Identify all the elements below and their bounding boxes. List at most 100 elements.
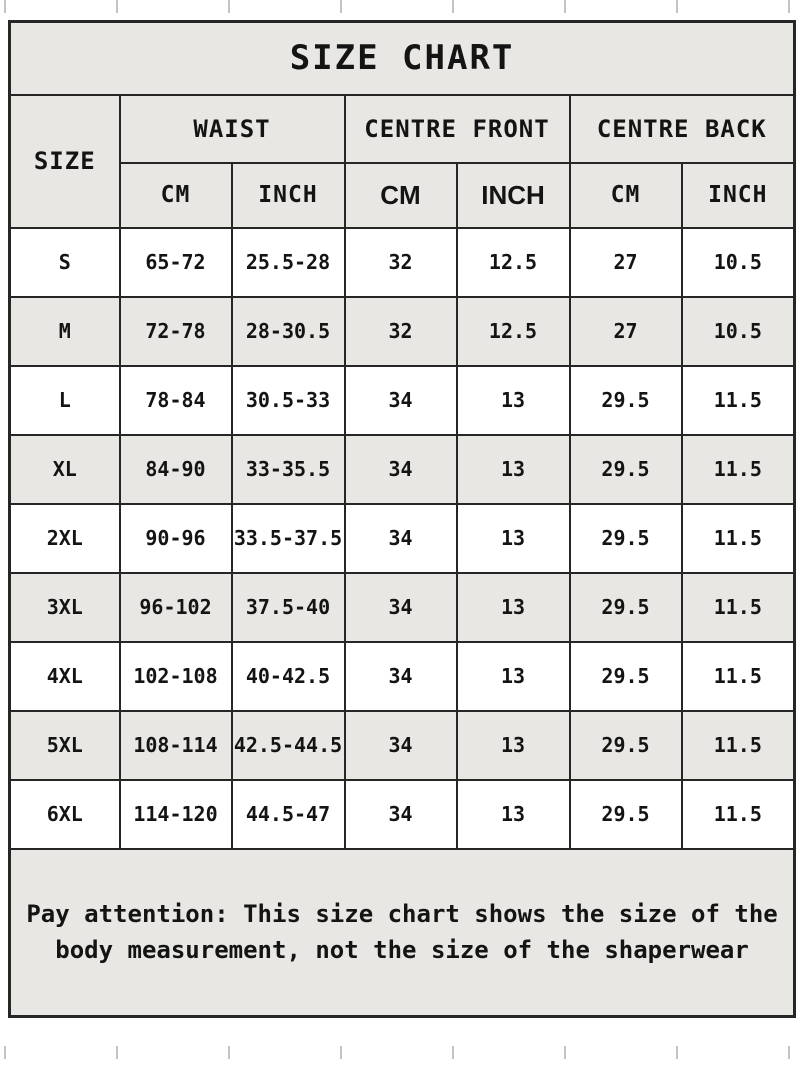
grid-tick (452, 1046, 454, 1059)
table-row-5xl: 5XL 108-114 42.5-44.5 34 13 29.5 11.5 (8, 709, 796, 781)
centre-back-inch-value: 11.5 (680, 502, 796, 574)
table-row-xl: XL 84-90 33-35.5 34 13 29.5 11.5 (8, 433, 796, 505)
waist-cm-value: 102-108 (118, 640, 233, 712)
waist-inch-value: 40-42.5 (230, 640, 346, 712)
waist-inch-value: 28-30.5 (230, 295, 346, 367)
column-header-size: SIZE (8, 93, 121, 229)
centre-back-cm-value: 29.5 (568, 502, 683, 574)
grid-tick (4, 1046, 6, 1059)
centre-back-inch-value: 10.5 (680, 295, 796, 367)
centre-back-inch-value: 11.5 (680, 640, 796, 712)
centre-front-inch-value: 12.5 (455, 295, 571, 367)
column-header-centre-front-cm: CM (343, 161, 458, 229)
centre-front-cm-value: 34 (343, 433, 458, 505)
column-group-waist: WAIST (118, 93, 346, 164)
centre-front-cm-value: 34 (343, 502, 458, 574)
centre-back-cm-value: 29.5 (568, 571, 683, 643)
centre-front-inch-value: 13 (455, 640, 571, 712)
grid-tick (228, 1046, 230, 1059)
waist-cm-value: 114-120 (118, 778, 233, 850)
page-title: SIZE CHART (8, 20, 796, 96)
centre-back-inch-value: 11.5 (680, 571, 796, 643)
grid-tick (340, 0, 342, 13)
size-label: 5XL (8, 709, 121, 781)
table-row-3xl: 3XL 96-102 37.5-40 34 13 29.5 11.5 (8, 571, 796, 643)
size-label: L (8, 364, 121, 436)
size-label: 3XL (8, 571, 121, 643)
centre-back-inch-value: 11.5 (680, 433, 796, 505)
grid-tick (116, 1046, 118, 1059)
table-row-m: M 72-78 28-30.5 32 12.5 27 10.5 (8, 295, 796, 367)
column-header-centre-back-cm: CM (568, 161, 683, 229)
size-label: XL (8, 433, 121, 505)
centre-back-cm-value: 29.5 (568, 640, 683, 712)
waist-inch-value: 37.5-40 (230, 571, 346, 643)
column-group-centre-front: CENTRE FRONT (343, 93, 571, 164)
grid-tick (116, 0, 118, 13)
waist-cm-value: 65-72 (118, 226, 233, 298)
centre-back-inch-value: 11.5 (680, 364, 796, 436)
size-label: 4XL (8, 640, 121, 712)
grid-tick (452, 0, 454, 13)
centre-front-cm-value: 32 (343, 226, 458, 298)
centre-back-cm-value: 29.5 (568, 433, 683, 505)
waist-cm-value: 78-84 (118, 364, 233, 436)
centre-back-cm-value: 29.5 (568, 709, 683, 781)
centre-back-cm-value: 27 (568, 226, 683, 298)
centre-front-inch-value: 13 (455, 571, 571, 643)
centre-back-cm-value: 29.5 (568, 778, 683, 850)
waist-inch-value: 44.5-47 (230, 778, 346, 850)
waist-cm-value: 108-114 (118, 709, 233, 781)
centre-front-inch-value: 12.5 (455, 226, 571, 298)
centre-front-inch-value: 13 (455, 364, 571, 436)
centre-back-inch-value: 11.5 (680, 709, 796, 781)
attention-note-line1: Pay attention: This size chart shows the… (26, 900, 778, 929)
grid-tick (676, 0, 678, 13)
grid-tick (564, 0, 566, 13)
waist-cm-value: 84-90 (118, 433, 233, 505)
attention-note: Pay attention: This size chart shows the… (8, 847, 796, 1018)
table-row-l: L 78-84 30.5-33 34 13 29.5 11.5 (8, 364, 796, 436)
centre-back-inch-value: 10.5 (680, 226, 796, 298)
centre-front-cm-value: 34 (343, 571, 458, 643)
waist-inch-value: 33.5-37.5 (230, 502, 346, 574)
table-row-s: S 65-72 25.5-28 32 12.5 27 10.5 (8, 226, 796, 298)
centre-front-cm-value: 34 (343, 709, 458, 781)
centre-back-inch-value: 11.5 (680, 778, 796, 850)
waist-cm-value: 96-102 (118, 571, 233, 643)
column-header-centre-back-inch: INCH (680, 161, 796, 229)
grid-tick (788, 1046, 790, 1059)
centre-front-inch-value: 13 (455, 778, 571, 850)
grid-tick (676, 1046, 678, 1059)
column-header-centre-front-inch: INCH (455, 161, 571, 229)
waist-inch-value: 25.5-28 (230, 226, 346, 298)
size-label: 6XL (8, 778, 121, 850)
centre-back-cm-value: 27 (568, 295, 683, 367)
table-row-4xl: 4XL 102-108 40-42.5 34 13 29.5 11.5 (8, 640, 796, 712)
table-row-6xl: 6XL 114-120 44.5-47 34 13 29.5 11.5 (8, 778, 796, 850)
grid-tick (340, 1046, 342, 1059)
grid-tick (788, 0, 790, 13)
attention-note-line2: body measurement, not the size of the sh… (55, 936, 749, 965)
centre-front-inch-value: 13 (455, 709, 571, 781)
centre-back-cm-value: 29.5 (568, 364, 683, 436)
centre-front-cm-value: 34 (343, 640, 458, 712)
waist-inch-value: 42.5-44.5 (230, 709, 346, 781)
column-header-waist-cm: CM (118, 161, 233, 229)
waist-cm-value: 90-96 (118, 502, 233, 574)
waist-inch-value: 33-35.5 (230, 433, 346, 505)
centre-front-cm-value: 32 (343, 295, 458, 367)
table-row-2xl: 2XL 90-96 33.5-37.5 34 13 29.5 11.5 (8, 502, 796, 574)
centre-front-cm-value: 34 (343, 778, 458, 850)
grid-tick (4, 0, 6, 13)
grid-tick (228, 0, 230, 13)
size-label: S (8, 226, 121, 298)
column-group-centre-back: CENTRE BACK (568, 93, 796, 164)
column-header-waist-inch: INCH (230, 161, 346, 229)
size-label: M (8, 295, 121, 367)
waist-inch-value: 30.5-33 (230, 364, 346, 436)
size-label: 2XL (8, 502, 121, 574)
waist-cm-value: 72-78 (118, 295, 233, 367)
centre-front-cm-value: 34 (343, 364, 458, 436)
